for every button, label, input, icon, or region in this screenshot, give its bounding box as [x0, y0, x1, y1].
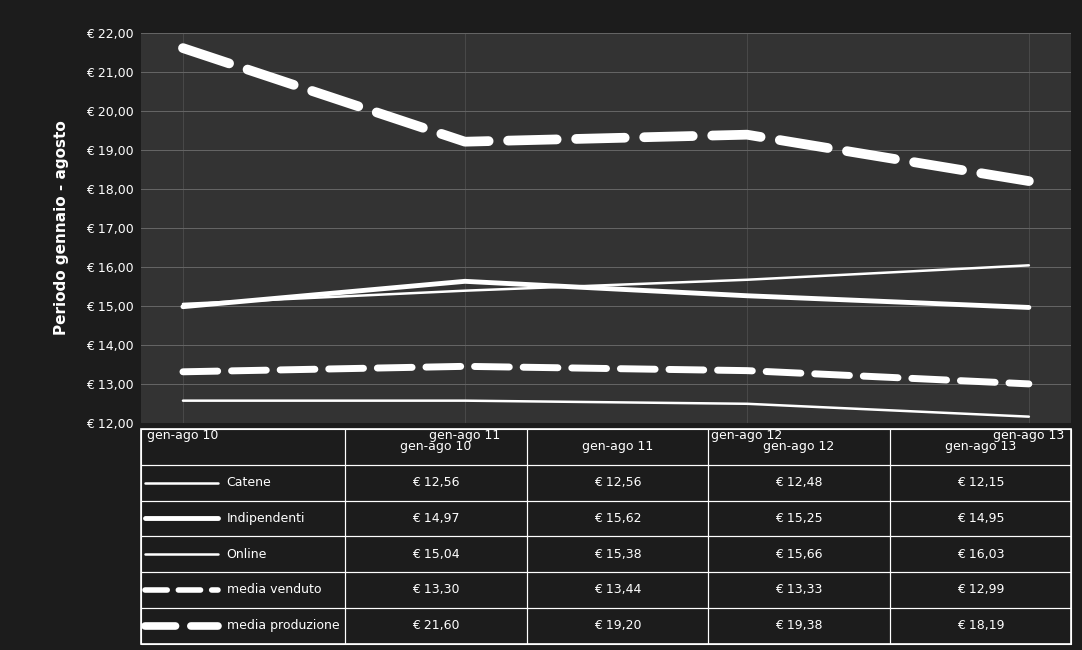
Bar: [345, 572, 527, 608]
Bar: [527, 465, 709, 500]
Text: Catene: Catene: [226, 476, 272, 489]
Text: € 15,25: € 15,25: [775, 512, 822, 525]
Bar: [527, 429, 709, 465]
Text: € 12,48: € 12,48: [775, 476, 822, 489]
Bar: [345, 465, 527, 500]
Bar: [141, 465, 345, 500]
Text: € 12,99: € 12,99: [956, 584, 1004, 597]
Bar: [345, 608, 527, 644]
Text: € 12,56: € 12,56: [594, 476, 642, 489]
Text: gen-ago 10: gen-ago 10: [400, 441, 472, 454]
Text: € 12,15: € 12,15: [956, 476, 1004, 489]
Text: gen-ago 13: gen-ago 13: [945, 441, 1016, 454]
Y-axis label: Periodo gennaio - agosto: Periodo gennaio - agosto: [54, 120, 69, 335]
Text: € 14,95: € 14,95: [956, 512, 1004, 525]
Text: € 14,97: € 14,97: [412, 512, 460, 525]
Bar: [527, 536, 709, 572]
Bar: [345, 536, 527, 572]
Bar: [889, 465, 1071, 500]
Bar: [141, 608, 345, 644]
Bar: [709, 429, 889, 465]
Text: media venduto: media venduto: [226, 584, 321, 597]
Text: € 15,04: € 15,04: [412, 547, 460, 560]
Bar: [141, 429, 345, 465]
Text: € 15,62: € 15,62: [594, 512, 642, 525]
Text: € 18,19: € 18,19: [956, 619, 1004, 632]
Text: € 12,56: € 12,56: [412, 476, 460, 489]
Text: € 15,66: € 15,66: [775, 547, 822, 560]
Bar: [889, 500, 1071, 536]
Text: Indipendenti: Indipendenti: [226, 512, 305, 525]
Bar: [889, 572, 1071, 608]
Text: gen-ago 11: gen-ago 11: [582, 441, 654, 454]
Bar: [709, 536, 889, 572]
Text: € 13,33: € 13,33: [776, 584, 822, 597]
Bar: [889, 536, 1071, 572]
Bar: [709, 465, 889, 500]
Bar: [527, 608, 709, 644]
Text: € 19,38: € 19,38: [775, 619, 822, 632]
Bar: [141, 536, 345, 572]
Text: media produzione: media produzione: [226, 619, 340, 632]
Bar: [345, 500, 527, 536]
Bar: [527, 500, 709, 536]
Text: gen-ago 12: gen-ago 12: [764, 441, 834, 454]
Text: Online: Online: [226, 547, 267, 560]
Bar: [709, 572, 889, 608]
Text: € 21,60: € 21,60: [412, 619, 460, 632]
Bar: [527, 572, 709, 608]
Bar: [889, 608, 1071, 644]
Bar: [141, 500, 345, 536]
Bar: [345, 429, 527, 465]
Text: € 19,20: € 19,20: [594, 619, 642, 632]
Bar: [709, 500, 889, 536]
Text: € 15,38: € 15,38: [594, 547, 642, 560]
Text: € 16,03: € 16,03: [956, 547, 1004, 560]
Bar: [709, 608, 889, 644]
Text: € 13,30: € 13,30: [412, 584, 460, 597]
Text: € 13,44: € 13,44: [594, 584, 642, 597]
Bar: [889, 429, 1071, 465]
Bar: [141, 572, 345, 608]
